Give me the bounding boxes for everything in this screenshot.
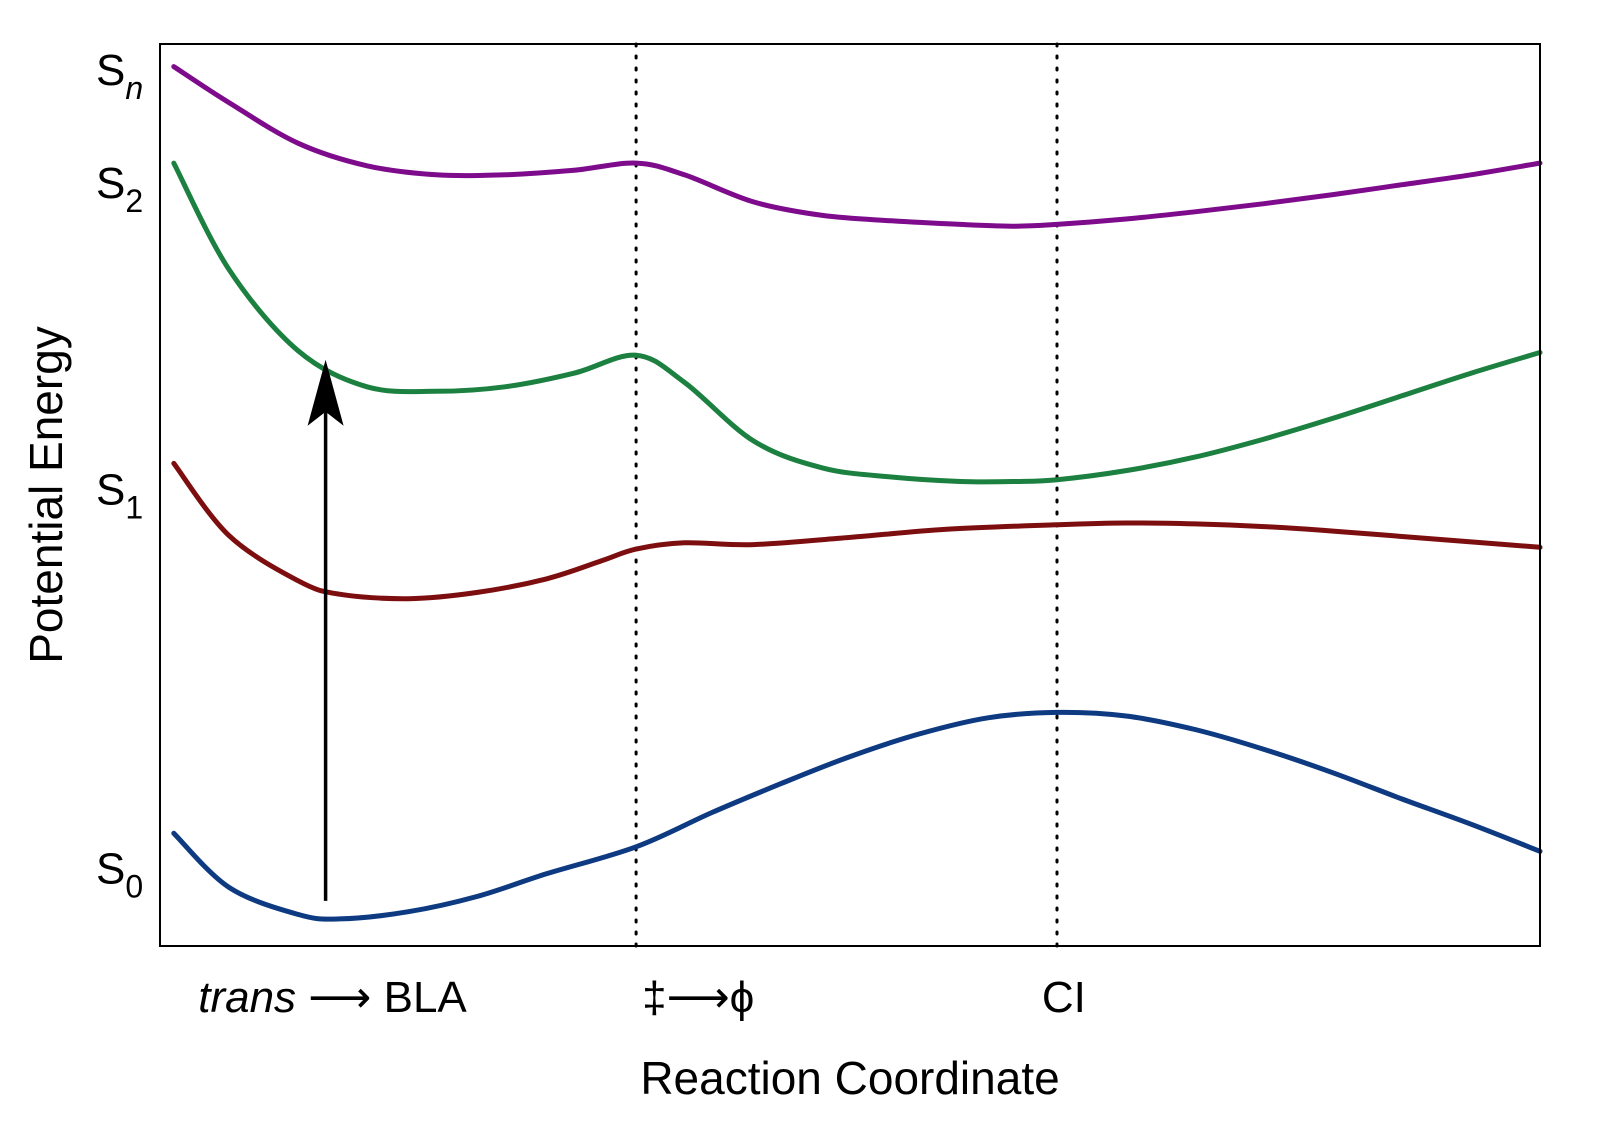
state-label-base: S [96, 844, 125, 893]
state-label-0: Sn [96, 46, 143, 106]
x-annotation-text: CI [1042, 973, 1086, 1022]
y-axis-title: Potential Energy [20, 326, 72, 664]
x-annotation-2: CI [1042, 973, 1086, 1022]
x-axis-title: Reaction Coordinate [640, 1052, 1059, 1104]
state-label-subscript: 1 [125, 489, 143, 525]
state-label-base: S [96, 159, 125, 208]
plot-frame [159, 43, 1541, 947]
state-label-3: S0 [96, 844, 143, 904]
excitation-arrow-head [307, 359, 344, 426]
x-annotations: trans ⟶ BLA ‡⟶ϕ CI [198, 973, 1086, 1022]
x-annotation-text: ‡⟶ϕ [642, 973, 754, 1022]
state-label-1: S2 [96, 159, 143, 219]
series-line-Sn [171, 64, 1543, 229]
state-label-base: S [96, 46, 125, 95]
x-annotation-0: trans ⟶ BLA [198, 973, 467, 1022]
series-line-S0 [171, 709, 1543, 922]
x-annotation-italic: trans [198, 973, 296, 1022]
series-line-S1 [171, 460, 1543, 602]
state-label-base: S [96, 465, 125, 514]
series-line-S2 [171, 160, 1543, 485]
x-annotation-1: ‡⟶ϕ [642, 973, 754, 1022]
x-annotation-text: ⟶ BLA [296, 973, 467, 1022]
state-label-subscript: 2 [125, 183, 143, 219]
arrow-layer [307, 359, 344, 901]
state-label-subscript: 0 [125, 868, 143, 904]
state-label-subscript: n [125, 70, 143, 106]
state-label-2: S1 [96, 465, 143, 525]
series-layer [171, 64, 1543, 922]
